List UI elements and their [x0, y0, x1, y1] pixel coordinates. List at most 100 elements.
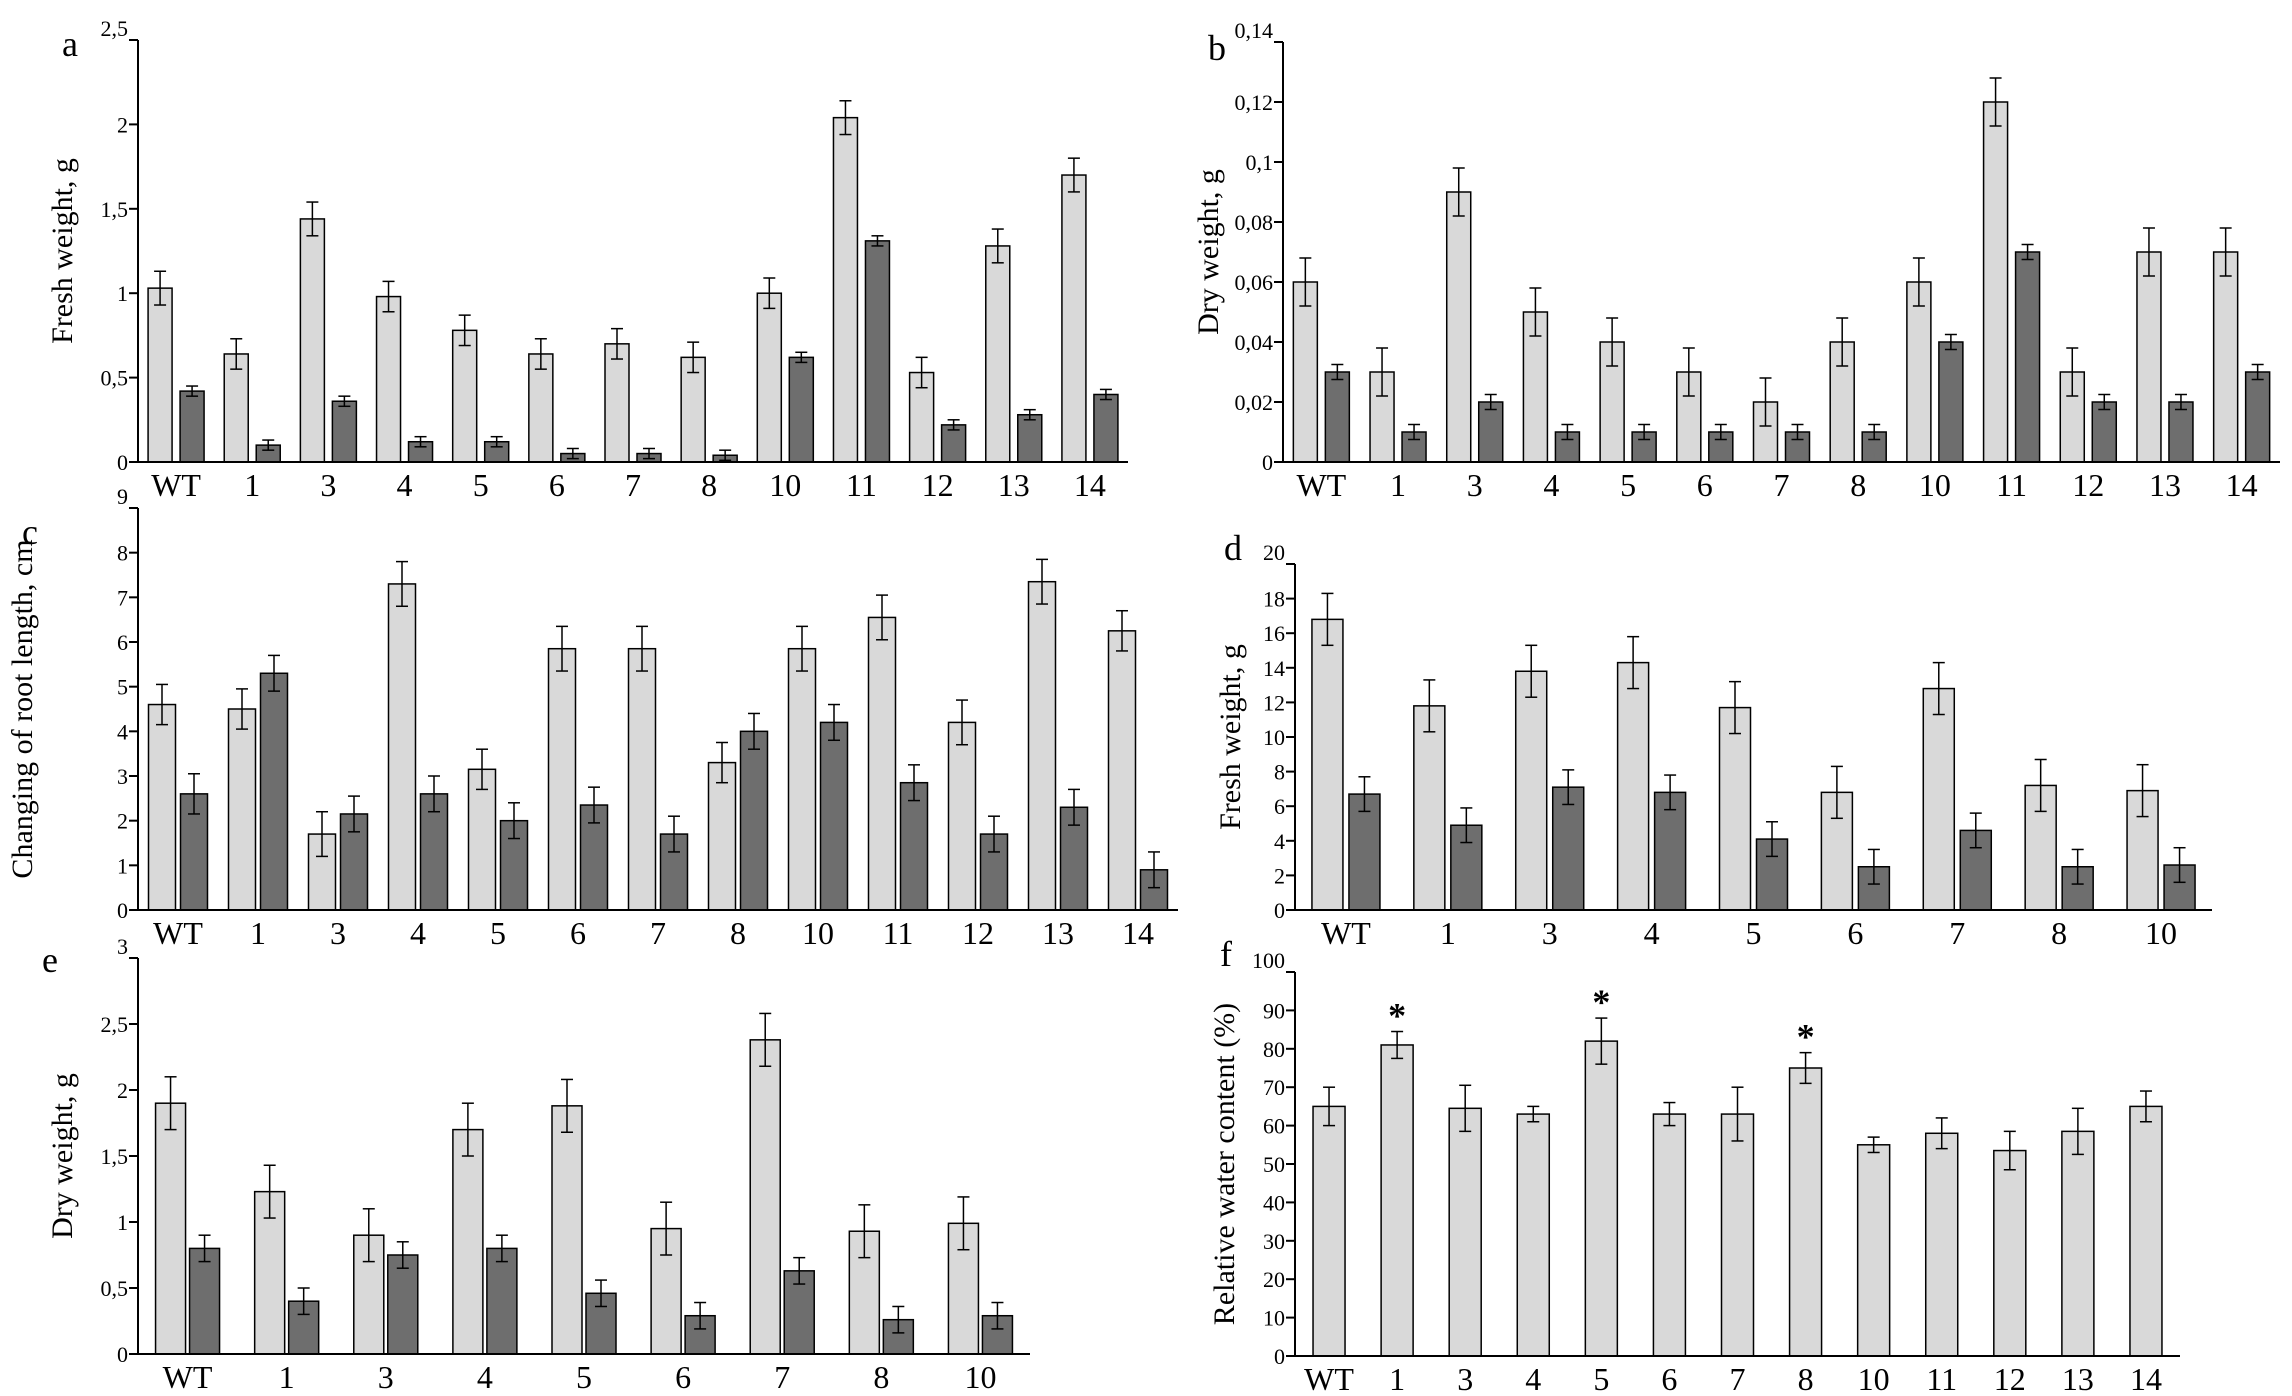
bar-f-s1 — [1856, 1144, 1891, 1357]
x-tick-label-c: 7 — [650, 915, 666, 951]
x-tick-label-f: 7 — [1730, 1361, 1746, 1396]
x-tick-label-c: 4 — [410, 915, 426, 951]
bar-d-s2 — [1551, 786, 1585, 911]
y-tick-label-c: 9 — [117, 484, 128, 509]
bar-f-s1 — [1516, 1113, 1551, 1357]
panel-letter-f: f — [1220, 934, 1232, 974]
bar-d-s1 — [1514, 670, 1548, 911]
bar-c-s1 — [387, 583, 417, 911]
bar-a-s2 — [179, 390, 205, 463]
bar-b-s2 — [2091, 401, 2118, 463]
bar-d-s1 — [1311, 618, 1344, 911]
y-tick-label-d: 12 — [1263, 690, 1285, 715]
y-tick-label-a: 0,5 — [101, 366, 129, 391]
x-tick-label-d: 4 — [1644, 915, 1660, 951]
y-tick-label-f: 10 — [1263, 1306, 1285, 1331]
x-tick-label-a: 1 — [244, 467, 260, 503]
y-axis-title-f: Relative water content (%) — [1208, 1003, 1241, 1325]
y-tick-label-d: 8 — [1274, 760, 1285, 785]
y-tick-label-f: 60 — [1263, 1114, 1285, 1139]
y-axis-title-d: Fresh weight, g — [1214, 644, 1247, 830]
y-tick-label-f: 50 — [1263, 1152, 1285, 1177]
bar-b-s2 — [1324, 371, 1351, 463]
x-tick-label-e: 5 — [576, 1359, 592, 1395]
bar-e-s1 — [452, 1128, 484, 1355]
x-tick-label-b: WT — [1296, 467, 1346, 503]
y-tick-label-d: 4 — [1274, 829, 1285, 854]
x-tick-label-b: 12 — [2072, 467, 2104, 503]
x-tick-label-f: 3 — [1457, 1361, 1473, 1396]
x-tick-label-d: 3 — [1542, 915, 1558, 951]
bar-b-s1 — [2212, 251, 2239, 463]
panel-b: b Dry weight, g 0 0,02 0,04 0,06 0,08 0,1 0,12 0,… — [1192, 18, 2280, 503]
y-tick-label-d: 20 — [1263, 540, 1285, 565]
bar-c-s1 — [1027, 580, 1057, 911]
x-tick-label-e: 3 — [378, 1359, 394, 1395]
y-tick-label-a: 2 — [117, 112, 128, 137]
y-tick-label-d: 14 — [1263, 656, 1285, 681]
bar-c-s1 — [227, 708, 257, 911]
bar-b-s2 — [2168, 401, 2194, 463]
x-tick-label-f: 10 — [1858, 1361, 1890, 1396]
bar-b-s1 — [1982, 101, 2009, 463]
x-tick-label-f: 11 — [1926, 1361, 1957, 1396]
bar-f-s1 — [1448, 1107, 1482, 1357]
bar-f-s1 — [1720, 1113, 1755, 1357]
bar-c-s1 — [547, 647, 577, 911]
y-tick-label-f: 0 — [1274, 1344, 1285, 1369]
x-tick-label-b: 11 — [1996, 467, 2027, 503]
y-tick-label-d: 0 — [1274, 898, 1285, 923]
x-tick-label-a: 10 — [769, 467, 801, 503]
bar-f-s1 — [1788, 1067, 1823, 1357]
bar-a-s1 — [147, 287, 173, 463]
significance-mark-f: * — [1797, 1017, 1815, 1057]
y-tick-label-b: 0,1 — [1246, 150, 1274, 175]
bar-e-s2 — [387, 1254, 419, 1355]
x-tick-label-f: 13 — [2062, 1361, 2094, 1396]
bar-a-s1 — [985, 245, 1011, 463]
bar-a-s1 — [1061, 174, 1087, 463]
bar-d-s1 — [1413, 705, 1446, 911]
y-tick-label-c: 1 — [117, 853, 128, 878]
y-axis-title-a: Fresh weight, g — [46, 158, 79, 344]
bar-b-s1 — [1292, 281, 1319, 463]
x-tick-label-d: 7 — [1949, 915, 1965, 951]
bar-a-s1 — [375, 295, 402, 463]
bar-f-s1 — [1312, 1105, 1346, 1357]
bar-c-s1 — [627, 647, 657, 911]
bar-e-s1 — [551, 1105, 583, 1355]
x-tick-label-b: 3 — [1467, 467, 1483, 503]
y-tick-label-b: 0,02 — [1235, 390, 1274, 415]
y-tick-label-e: 2 — [117, 1078, 128, 1103]
x-tick-label-c: 8 — [730, 915, 746, 951]
bar-c-s1 — [947, 721, 977, 911]
panel-letter-c: c — [22, 512, 38, 552]
bar-a-s1 — [528, 353, 554, 463]
bar-c-s2 — [739, 730, 769, 911]
x-tick-label-b: 4 — [1543, 467, 1559, 503]
y-tick-label-b: 0 — [1262, 450, 1273, 475]
y-tick-label-c: 0 — [117, 898, 128, 923]
bar-a-s2 — [864, 240, 891, 463]
significance-mark-f: * — [1388, 996, 1406, 1036]
bar-c-s1 — [787, 647, 817, 911]
y-tick-label-a: 1 — [117, 281, 128, 306]
x-tick-label-f: 4 — [1525, 1361, 1541, 1396]
x-tick-label-a: 11 — [846, 467, 877, 503]
bar-a-s2 — [1017, 413, 1043, 463]
bar-e-s1 — [749, 1039, 781, 1355]
bar-d-s1 — [1616, 661, 1650, 911]
y-tick-label-c: 2 — [117, 809, 128, 834]
bar-b-s2 — [1938, 341, 1964, 463]
x-tick-label-b: 1 — [1390, 467, 1406, 503]
y-tick-label-f: 100 — [1252, 948, 1285, 973]
x-tick-label-b: 6 — [1697, 467, 1713, 503]
bar-b-s1 — [2136, 251, 2162, 463]
x-tick-label-a: 5 — [473, 467, 489, 503]
x-tick-label-f: 12 — [1994, 1361, 2026, 1396]
x-tick-label-f: 6 — [1661, 1361, 1677, 1396]
